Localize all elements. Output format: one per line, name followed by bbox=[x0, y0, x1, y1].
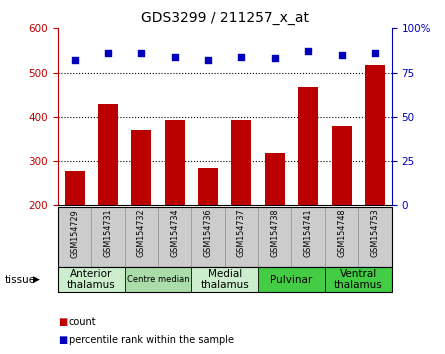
Text: Ventral
thalamus: Ventral thalamus bbox=[334, 269, 383, 291]
Point bbox=[338, 52, 345, 58]
Text: Pulvinar: Pulvinar bbox=[271, 275, 312, 285]
Bar bbox=[165, 120, 185, 205]
Bar bbox=[298, 87, 318, 205]
Bar bbox=[365, 65, 385, 205]
Bar bbox=[98, 104, 118, 205]
Text: GSM154731: GSM154731 bbox=[103, 209, 113, 257]
Point bbox=[238, 54, 245, 59]
Bar bbox=[198, 168, 218, 205]
Text: ■: ■ bbox=[58, 335, 67, 345]
Text: GSM154734: GSM154734 bbox=[170, 209, 179, 257]
Point bbox=[271, 56, 279, 61]
Text: GSM154737: GSM154737 bbox=[237, 209, 246, 257]
Text: GSM154732: GSM154732 bbox=[137, 209, 146, 257]
Bar bbox=[131, 130, 151, 205]
Text: GSM154753: GSM154753 bbox=[370, 209, 380, 257]
Text: Centre median: Centre median bbox=[127, 275, 189, 284]
Point bbox=[105, 50, 112, 56]
Point bbox=[71, 57, 78, 63]
Text: count: count bbox=[69, 317, 97, 327]
Text: Anterior
thalamus: Anterior thalamus bbox=[67, 269, 116, 291]
Bar bbox=[231, 120, 251, 205]
Point bbox=[138, 50, 145, 56]
Point bbox=[205, 57, 212, 63]
Point bbox=[171, 54, 178, 59]
Text: ■: ■ bbox=[58, 317, 67, 327]
Text: ▶: ▶ bbox=[33, 275, 40, 284]
Point bbox=[372, 50, 379, 56]
Text: GSM154736: GSM154736 bbox=[203, 209, 213, 257]
Text: GSM154738: GSM154738 bbox=[270, 209, 279, 257]
Text: GSM154748: GSM154748 bbox=[337, 209, 346, 257]
Point bbox=[305, 48, 312, 54]
Text: GSM154729: GSM154729 bbox=[70, 209, 79, 258]
Bar bbox=[265, 153, 285, 205]
Title: GDS3299 / 211257_x_at: GDS3299 / 211257_x_at bbox=[141, 11, 309, 24]
Text: GSM154741: GSM154741 bbox=[303, 209, 313, 257]
Bar bbox=[332, 126, 352, 205]
Bar bbox=[65, 171, 85, 205]
Text: tissue: tissue bbox=[4, 275, 36, 285]
Text: percentile rank within the sample: percentile rank within the sample bbox=[69, 335, 234, 345]
Text: Medial
thalamus: Medial thalamus bbox=[200, 269, 249, 291]
